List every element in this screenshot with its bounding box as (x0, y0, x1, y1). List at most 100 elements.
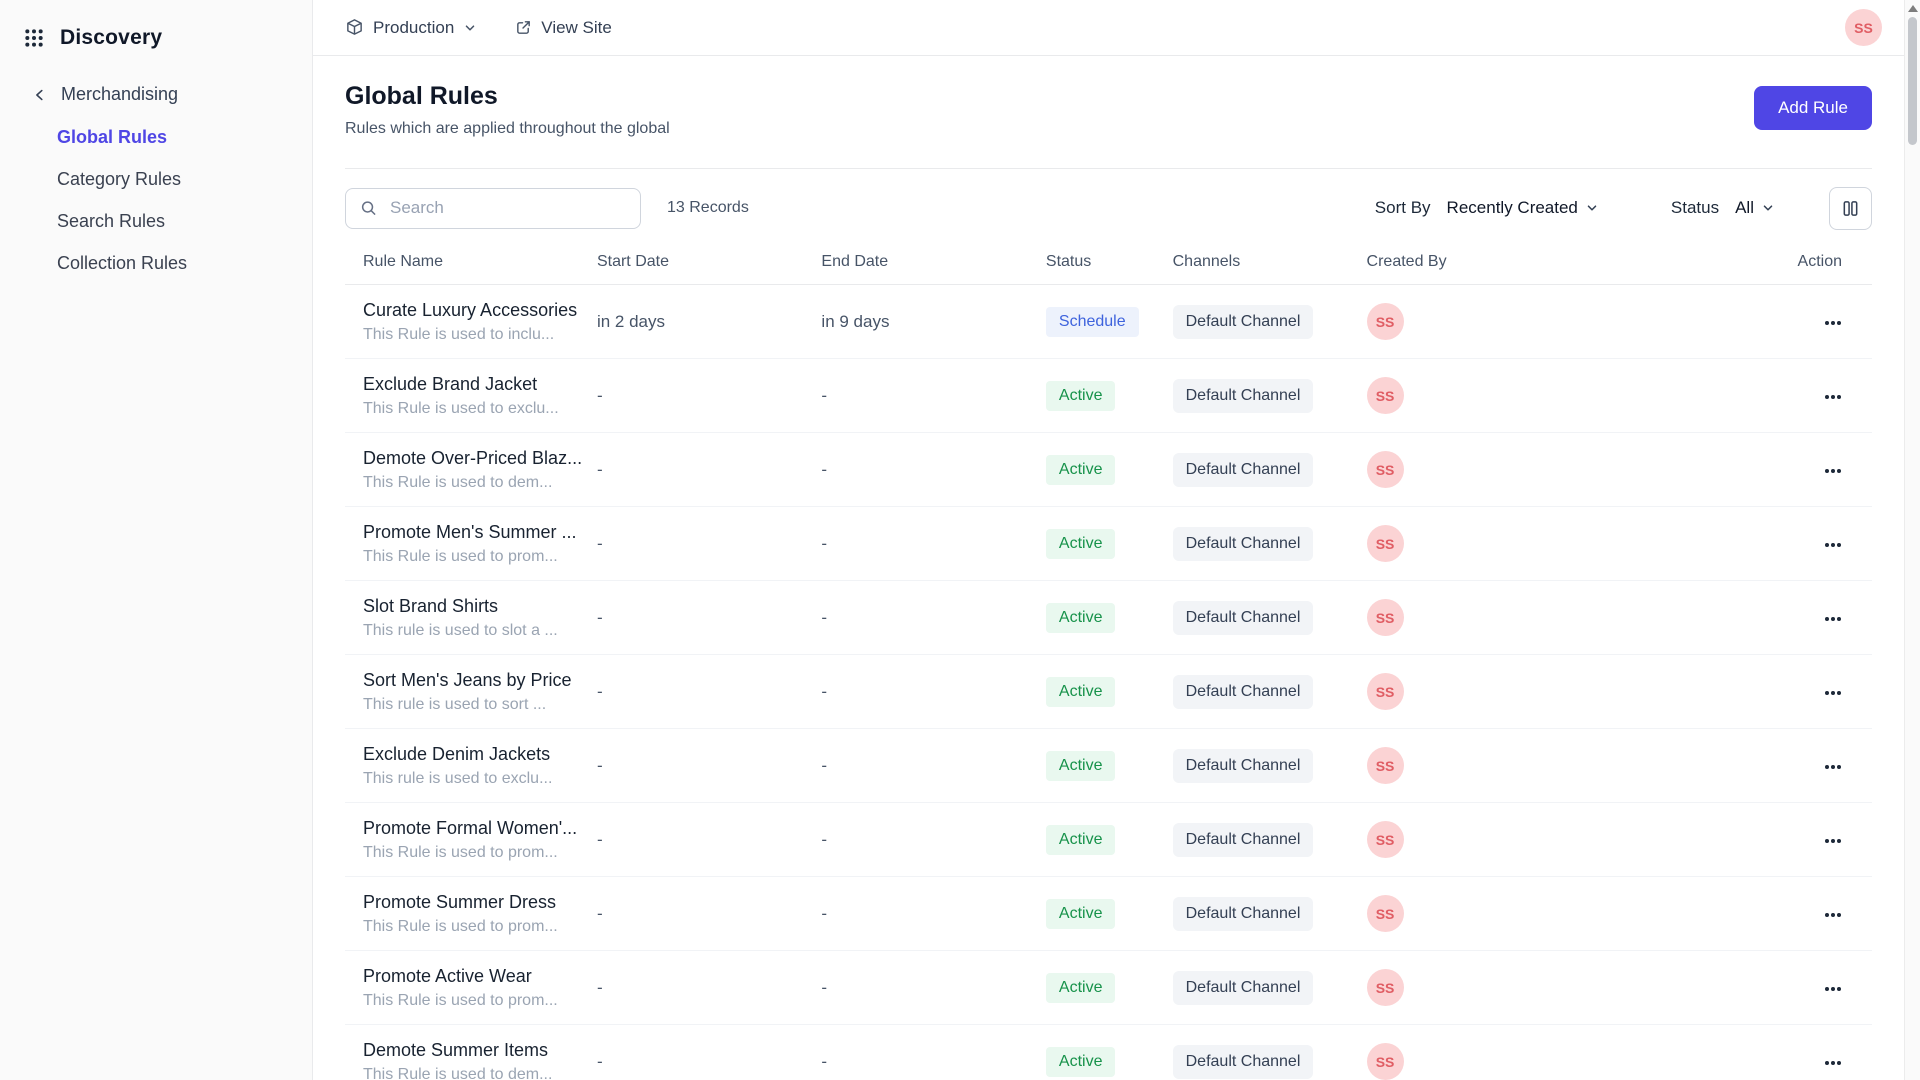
sidebar-section-merchandising[interactable]: Merchandising (0, 84, 312, 105)
end-date: - (821, 1051, 828, 1071)
column-settings-button[interactable] (1829, 186, 1872, 230)
environment-select[interactable]: Production (345, 18, 477, 38)
page-header-text: Global Rules Rules which are applied thr… (345, 82, 670, 138)
sidebar: Discovery Merchandising Global Rules Cat… (0, 0, 313, 1080)
table-row[interactable]: Promote Active Wear This Rule is used to… (345, 951, 1872, 1025)
end-date: - (821, 829, 828, 849)
status-select[interactable]: All (1735, 198, 1775, 218)
rule-name-cell: Sort Men's Jeans by Price This rule is u… (345, 670, 597, 714)
table-row[interactable]: Sort Men's Jeans by Price This rule is u… (345, 655, 1872, 729)
action-cell (1785, 829, 1872, 850)
status-badge: Active (1045, 380, 1116, 411)
rule-name[interactable]: Demote Summer Items (363, 1039, 549, 1060)
created-by-cell: SS (1366, 747, 1785, 784)
row-actions-button[interactable] (1824, 536, 1842, 554)
created-by-avatar: SS (1366, 673, 1404, 710)
table-row[interactable]: Demote Over-Priced Blaz... This Rule is … (345, 433, 1872, 507)
sidebar-item-search-rules[interactable]: Search Rules (57, 211, 166, 231)
table-header: Rule Name Start Date End Date Status Cha… (345, 239, 1872, 285)
rule-name[interactable]: Promote Men's Summer ... (363, 521, 577, 542)
rule-name[interactable]: Demote Over-Priced Blaz... (363, 447, 583, 468)
rule-name[interactable]: Promote Summer Dress (363, 891, 557, 912)
sidebar-item-collection-rules[interactable]: Collection Rules (57, 253, 188, 273)
row-actions-button[interactable] (1824, 980, 1842, 998)
table-row[interactable]: Promote Formal Women'... This Rule is us… (345, 803, 1872, 877)
header-divider (345, 168, 1872, 169)
channel-cell: Default Channel (1172, 600, 1367, 635)
rule-name-cell: Curate Luxury Accessories This Rule is u… (345, 300, 597, 344)
rule-name-cell: Slot Brand Shirts This rule is used to s… (345, 596, 597, 640)
scroll-up-arrow[interactable] (1907, 5, 1918, 12)
status-cell: Active (1045, 602, 1173, 633)
row-actions-button[interactable] (1824, 462, 1842, 480)
row-actions-button[interactable] (1824, 610, 1842, 628)
table-row[interactable]: Exclude Denim Jackets This rule is used … (345, 729, 1872, 803)
table-row[interactable]: Curate Luxury Accessories This Rule is u… (345, 285, 1872, 359)
ellipsis-icon (1824, 764, 1842, 770)
channel-pill: Default Channel (1172, 304, 1314, 339)
rule-description: This rule is used to exclu... (363, 769, 553, 787)
table-row[interactable]: Promote Summer Dress This Rule is used t… (345, 877, 1872, 951)
rule-name[interactable]: Exclude Denim Jackets (363, 743, 551, 764)
status-badge: Active (1045, 1046, 1116, 1077)
rule-name[interactable]: Curate Luxury Accessories (363, 299, 578, 320)
created-by-avatar: SS (1366, 525, 1404, 562)
row-actions-button[interactable] (1824, 832, 1842, 850)
rule-name[interactable]: Sort Men's Jeans by Price (363, 669, 572, 690)
user-avatar[interactable]: SS (1845, 9, 1882, 46)
status-cell: Active (1045, 898, 1173, 929)
scrollbar[interactable] (1904, 0, 1920, 1080)
rule-description: This Rule is used to exclu... (363, 399, 559, 417)
channel-cell: Default Channel (1172, 1044, 1367, 1079)
col-end-date: End Date (821, 252, 889, 270)
action-cell (1785, 903, 1872, 924)
app-grid-icon[interactable] (24, 28, 44, 48)
col-created-by: Created By (1366, 252, 1447, 270)
rule-name[interactable]: Promote Formal Women'... (363, 817, 578, 838)
row-actions-button[interactable] (1824, 758, 1842, 776)
action-cell (1785, 459, 1872, 480)
status-badge: Active (1045, 602, 1116, 633)
row-actions-button[interactable] (1824, 1054, 1842, 1072)
ellipsis-icon (1824, 986, 1842, 992)
created-by-avatar: SS (1366, 451, 1404, 488)
rule-description: This Rule is used to inclu... (363, 325, 555, 343)
channel-pill: Default Channel (1172, 526, 1314, 561)
add-rule-button[interactable]: Add Rule (1754, 86, 1872, 130)
sidebar-item-category-rules[interactable]: Category Rules (57, 169, 182, 189)
scrollbar-thumb[interactable] (1908, 17, 1917, 145)
row-actions-button[interactable] (1824, 388, 1842, 406)
status-select-value: All (1735, 198, 1754, 217)
channel-cell: Default Channel (1172, 748, 1367, 783)
row-actions-button[interactable] (1824, 684, 1842, 702)
rule-name[interactable]: Exclude Brand Jacket (363, 373, 538, 394)
end-date: - (821, 681, 828, 701)
rule-name-cell: Promote Formal Women'... This Rule is us… (345, 818, 597, 862)
columns-icon (1841, 199, 1860, 218)
rule-description: This Rule is used to prom... (363, 991, 558, 1009)
channel-pill: Default Channel (1172, 674, 1314, 709)
rule-description: This Rule is used to prom... (363, 843, 558, 861)
rule-name[interactable]: Promote Active Wear (363, 965, 532, 986)
search-input[interactable] (345, 187, 641, 229)
table-row[interactable]: Demote Summer Items This Rule is used to… (345, 1025, 1872, 1080)
row-actions-button[interactable] (1824, 906, 1842, 924)
channel-pill: Default Channel (1172, 1044, 1314, 1079)
rule-name[interactable]: Slot Brand Shirts (363, 595, 499, 616)
ellipsis-icon (1824, 616, 1842, 622)
start-date: - (596, 1051, 603, 1071)
view-site-link[interactable]: View Site (515, 18, 612, 38)
sidebar-item-global-rules[interactable]: Global Rules (57, 127, 168, 147)
ellipsis-icon (1824, 320, 1842, 326)
ellipsis-icon (1824, 690, 1842, 696)
row-actions-button[interactable] (1824, 314, 1842, 332)
action-cell (1785, 311, 1872, 332)
channel-cell: Default Channel (1172, 526, 1367, 561)
sort-select[interactable]: Recently Created (1447, 198, 1599, 218)
created-by-cell: SS (1366, 895, 1785, 932)
table-row[interactable]: Slot Brand Shirts This rule is used to s… (345, 581, 1872, 655)
channel-cell: Default Channel (1172, 822, 1367, 857)
table-row[interactable]: Exclude Brand Jacket This Rule is used t… (345, 359, 1872, 433)
sort-by-label: Sort By (1374, 198, 1431, 217)
table-row[interactable]: Promote Men's Summer ... This Rule is us… (345, 507, 1872, 581)
